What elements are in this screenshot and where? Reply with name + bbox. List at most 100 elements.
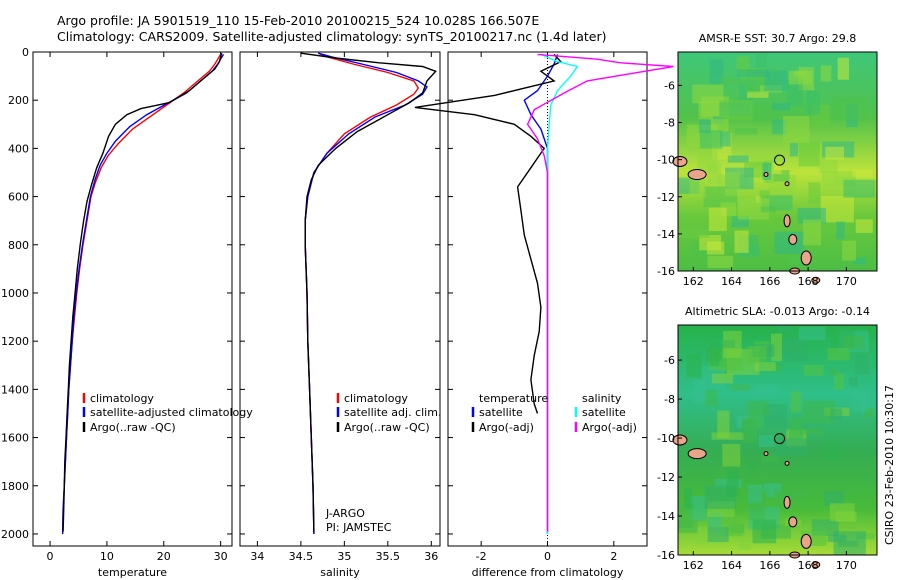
field-cell	[797, 207, 826, 224]
field-cell	[749, 245, 760, 255]
field-cell	[748, 463, 757, 470]
field-cell	[825, 146, 844, 160]
field-cell	[686, 353, 702, 378]
field-cell	[788, 70, 812, 85]
field-cell	[803, 219, 821, 246]
field-cell	[761, 454, 778, 463]
map-y-tick-label: -10	[657, 432, 675, 445]
field-cell	[828, 368, 838, 376]
legend-d-sal-header: salinity	[582, 392, 622, 405]
field-cell	[709, 59, 724, 84]
field-cell	[704, 390, 718, 407]
field-cell	[864, 408, 875, 418]
field-cell	[752, 519, 777, 544]
header-line1: Argo profile: JA 5901519_110 15-Feb-2010…	[57, 13, 540, 28]
field-cell	[773, 438, 807, 457]
field-cell	[849, 377, 858, 387]
map-x-tick-label: 162	[683, 559, 704, 572]
island	[788, 516, 798, 528]
field-cell	[824, 491, 844, 506]
field-cell	[747, 91, 769, 98]
field-cell	[764, 70, 788, 91]
x-tick-label: 0	[47, 550, 54, 563]
field-cell	[731, 216, 749, 228]
island	[800, 250, 812, 266]
field-cell	[707, 255, 734, 268]
field-cell	[789, 416, 803, 440]
island	[763, 171, 769, 177]
field-cell	[692, 84, 724, 104]
y-tick-label: 1400	[1, 383, 29, 396]
field-cell	[803, 401, 835, 424]
field-cell	[842, 240, 857, 261]
field-cell	[689, 177, 706, 198]
sst-map-title: AMSR-E SST: 30.7 Argo: 29.8	[699, 32, 857, 45]
map-y-tick-label: -8	[664, 117, 675, 130]
x-tick-label: 0	[544, 550, 551, 563]
field-cell	[707, 526, 729, 542]
legend-d-temp-argo-label: Argo(-adj)	[479, 421, 534, 434]
field-cell	[709, 342, 720, 366]
field-cell	[789, 142, 798, 157]
field-cell	[806, 91, 821, 115]
field-cell	[853, 257, 866, 265]
temperature-chart: 0 10 20 30 0 200 400 600 800 1000 1200 1400 1600 1800…	[1, 46, 233, 579]
field-cell	[829, 503, 855, 521]
temperature-xlabel: temperature	[98, 566, 167, 579]
field-cell	[720, 131, 731, 147]
field-cell	[852, 169, 873, 177]
island	[811, 561, 821, 569]
y-tick-label: 400	[8, 142, 29, 155]
field-cell	[803, 364, 824, 376]
csiro-timestamp: CSIRO 23-Feb-2010 10:30:17	[883, 385, 896, 545]
map-x-tick-label: 166	[759, 275, 780, 288]
field-cell	[760, 206, 777, 213]
legend-t-clim-label: climatology	[90, 392, 154, 405]
field-cell	[699, 119, 711, 133]
map-x-tick-label: 168	[798, 275, 819, 288]
sst-map: AMSR-E SST: 30.7 Argo: 29.8 162 164 166 168 1…	[657, 32, 878, 288]
field-cell	[855, 219, 873, 233]
field-cell	[738, 539, 751, 550]
field-cell	[735, 128, 758, 135]
field-cell	[808, 182, 821, 204]
sst-map-frame	[677, 51, 878, 272]
field-cell	[790, 391, 802, 413]
field-cell	[824, 442, 843, 460]
island	[672, 156, 688, 167]
x-tick-label: 35.5	[376, 550, 401, 563]
field-cell	[759, 190, 770, 203]
temperature-axes-box	[32, 51, 233, 547]
map-x-tick-label: 164	[721, 275, 742, 288]
field-cell	[771, 333, 782, 362]
field-cell	[736, 69, 770, 78]
field-cell	[855, 354, 869, 375]
field-cell	[731, 384, 750, 391]
island	[800, 533, 812, 549]
field-cell	[748, 413, 764, 429]
field-cell	[711, 373, 734, 384]
island	[763, 451, 769, 457]
field-cell	[850, 391, 868, 411]
field-cell	[843, 179, 876, 198]
field-cell	[738, 198, 770, 220]
x-tick-label: 20	[157, 550, 171, 563]
field-cell	[699, 130, 723, 149]
field-cell	[782, 338, 808, 362]
field-cell	[787, 79, 803, 107]
field-cell	[834, 373, 845, 390]
map-y-tick-label: -14	[657, 510, 675, 523]
field-cell	[758, 435, 777, 447]
map-x-tick-label: 170	[836, 275, 857, 288]
field-cell	[837, 57, 849, 80]
legend-s-clim-label: climatology	[344, 392, 408, 405]
field-cell	[798, 140, 820, 167]
field-cell	[726, 470, 739, 497]
float-position-marker	[774, 433, 786, 445]
legend-d-sal-sat-label: satellite	[582, 406, 626, 419]
field-cell	[772, 119, 787, 135]
legend-t-sat-label: satellite-adjusted climatology	[90, 406, 253, 419]
sla-map: Altimetric SLA: -0.013 Argo: -0.14 162 164…	[657, 305, 878, 572]
map-y-tick-label: -6	[664, 354, 675, 367]
